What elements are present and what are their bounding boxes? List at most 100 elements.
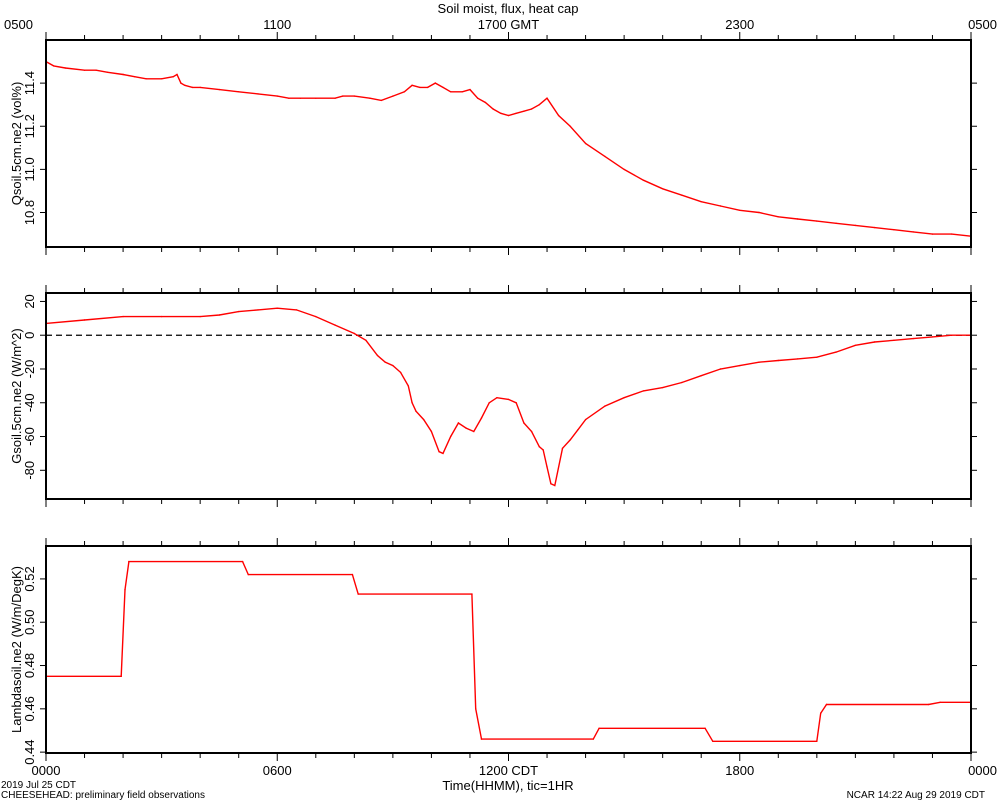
data-point <box>450 91 452 93</box>
data-point <box>931 233 934 235</box>
data-point <box>662 386 664 389</box>
y-tick-label: 11.4 <box>22 71 37 95</box>
data-point <box>353 95 355 97</box>
data-point <box>465 427 467 429</box>
data-point <box>450 435 452 438</box>
data-point <box>218 314 221 316</box>
y-tick-label: 0.52 <box>22 566 37 591</box>
data-point <box>561 447 564 449</box>
y-tick-label: -80 <box>22 461 37 480</box>
data-point <box>247 573 249 576</box>
data-point <box>951 334 953 336</box>
y-tick-label: 10.8 <box>22 200 37 225</box>
data-point <box>700 375 702 377</box>
data-point <box>758 211 760 214</box>
data-point <box>218 88 221 91</box>
data-point <box>796 358 799 360</box>
data-point <box>461 91 463 93</box>
data-point <box>442 452 444 455</box>
data-point <box>473 430 475 433</box>
data-point <box>719 205 722 207</box>
data-point <box>538 104 540 106</box>
data-point <box>172 76 174 78</box>
data-point <box>334 324 336 326</box>
data-point <box>411 402 413 404</box>
bottom-tick-label: 1200 CDT <box>479 763 538 778</box>
data-point <box>704 727 706 729</box>
data-point <box>128 560 130 563</box>
data-point <box>758 361 760 363</box>
data-point <box>199 86 201 89</box>
data-point <box>295 309 298 311</box>
top-tick-label: 0500 <box>968 17 997 32</box>
data-point <box>584 418 587 421</box>
data-point <box>719 368 722 370</box>
data-point <box>392 364 394 367</box>
y-tick-label: 0.48 <box>22 653 37 678</box>
bottom-tick-label: 0600 <box>263 763 292 778</box>
data-point <box>825 703 828 706</box>
data-point <box>369 97 371 99</box>
panel-frame <box>45 39 972 248</box>
data-point <box>376 354 379 357</box>
panel-frame <box>45 545 972 754</box>
data-point <box>480 417 483 419</box>
data-point <box>662 188 664 190</box>
data-point <box>569 125 571 128</box>
data-point <box>399 371 402 374</box>
data-point <box>176 73 178 76</box>
data-point <box>816 356 818 358</box>
data-point <box>873 226 876 229</box>
data-point <box>488 402 490 404</box>
data-point <box>241 560 244 563</box>
data-point <box>469 88 471 91</box>
data-point <box>912 337 914 340</box>
project-footer: CHEESEHEAD: preliminary field observatio… <box>1 790 205 800</box>
data-point <box>83 319 86 321</box>
data-point <box>530 430 533 433</box>
data-point <box>184 84 186 87</box>
data-point <box>403 91 406 93</box>
y-tick-label: -20 <box>22 360 37 379</box>
y-axis-label: Lambdasoil.ne2 (W/m/DegK) <box>9 566 24 733</box>
data-point <box>604 405 606 407</box>
data-point <box>816 220 818 222</box>
data-point <box>477 97 479 99</box>
data-point <box>64 67 67 69</box>
panel-2: -80 -60 -40 -20 0 20 Gsoil.5cm.ne2 (W/m^2) <box>9 285 977 507</box>
data-point <box>554 484 556 487</box>
data-point <box>238 310 240 313</box>
data-point <box>604 155 606 158</box>
bottom-tick-label: 0000 <box>968 763 997 778</box>
y-axis-label: Qsoil.5cm.ne2 (vol%) <box>9 82 24 206</box>
data-point <box>238 91 240 93</box>
data-point <box>122 73 124 76</box>
data-point <box>457 422 460 424</box>
data-point <box>515 402 517 404</box>
data-point <box>315 315 317 318</box>
data-point <box>592 738 594 740</box>
data-point <box>623 397 625 399</box>
data-point <box>299 97 302 99</box>
data-point <box>384 361 386 363</box>
data-point <box>276 307 278 309</box>
data-point <box>288 97 290 99</box>
y-tick-label: 11.0 <box>22 157 37 181</box>
data-point <box>357 593 359 595</box>
series-line <box>46 560 971 742</box>
y-tick-label: -40 <box>22 393 37 412</box>
data-point <box>796 218 799 220</box>
data-point <box>120 675 122 677</box>
data-point <box>257 93 259 95</box>
data-point <box>507 114 510 117</box>
data-point <box>546 466 548 468</box>
data-point <box>538 446 540 448</box>
data-point <box>315 97 317 99</box>
data-point <box>83 69 86 71</box>
data-point <box>133 76 136 78</box>
bottom-tick-label: 0000 <box>32 763 61 778</box>
data-point <box>122 315 124 318</box>
